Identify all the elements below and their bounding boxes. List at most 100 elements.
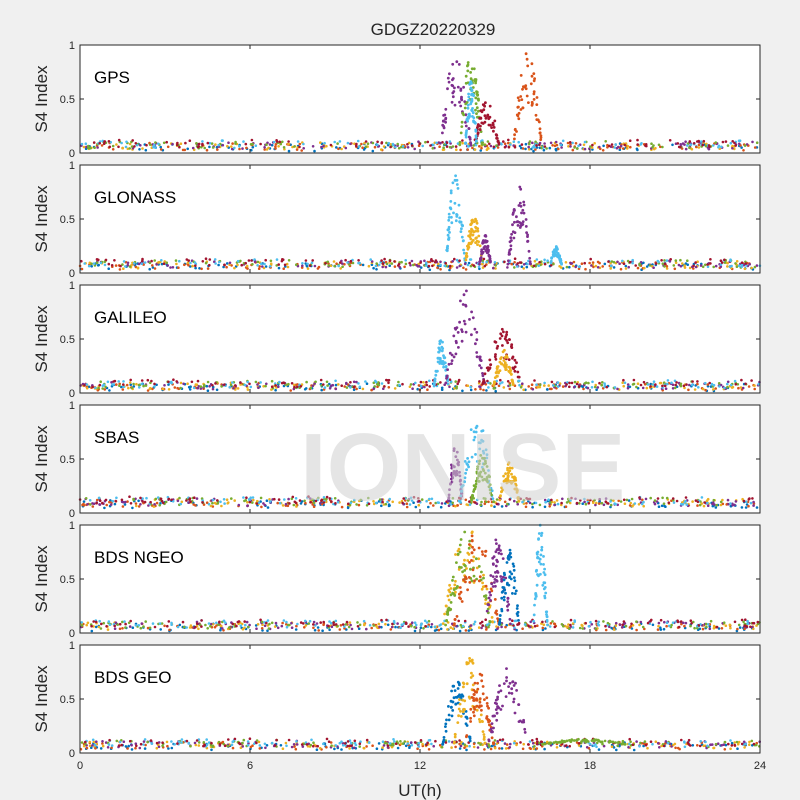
data-point [504, 625, 507, 629]
data-point [387, 381, 390, 385]
data-point [552, 254, 556, 257]
data-point [471, 545, 474, 549]
data-point [91, 505, 95, 508]
data-point [720, 145, 723, 149]
data-point [210, 748, 213, 752]
data-point [736, 747, 739, 750]
data-point [570, 262, 574, 265]
data-point [468, 235, 472, 239]
data-point [155, 746, 159, 750]
data-point [704, 263, 707, 267]
data-point [408, 503, 412, 506]
data-point [543, 142, 546, 145]
data-point [589, 145, 592, 148]
data-point [467, 113, 471, 116]
data-point [417, 384, 421, 387]
data-point [236, 259, 240, 263]
data-point [511, 366, 515, 370]
panel-label: GLONASS [94, 188, 176, 207]
data-point [507, 557, 511, 561]
data-point [325, 497, 328, 501]
data-point [124, 145, 128, 149]
data-point [124, 265, 127, 268]
data-point [469, 102, 473, 106]
data-point [485, 366, 489, 370]
data-point [534, 501, 538, 505]
data-point [441, 622, 445, 625]
data-point [449, 189, 453, 193]
data-point [432, 504, 435, 507]
data-point [458, 264, 462, 268]
data-point [435, 141, 438, 145]
data-point [550, 387, 553, 391]
data-point [492, 129, 495, 133]
data-point [196, 379, 200, 383]
data-point [483, 143, 487, 147]
data-point [469, 242, 473, 246]
data-point [472, 574, 476, 578]
data-point [515, 612, 519, 616]
data-point [80, 259, 83, 263]
data-point [752, 500, 755, 504]
data-point [468, 138, 472, 141]
data-point [276, 501, 280, 505]
data-point [485, 587, 489, 591]
data-point [120, 498, 124, 502]
data-point [275, 139, 278, 142]
data-point [471, 568, 475, 572]
data-point [208, 258, 212, 261]
data-point [527, 624, 530, 628]
data-point [245, 146, 248, 150]
data-point [406, 499, 410, 502]
data-point [670, 745, 673, 748]
data-point [171, 500, 175, 503]
data-point [428, 385, 432, 388]
data-point [139, 503, 142, 506]
data-point [496, 740, 500, 743]
data-point [512, 236, 516, 240]
data-point [302, 622, 305, 625]
data-point [486, 603, 490, 606]
data-point [657, 143, 661, 147]
data-point [519, 108, 523, 111]
data-point [455, 266, 459, 269]
data-point [461, 141, 464, 145]
data-point [300, 149, 304, 152]
data-point [529, 620, 532, 624]
data-point [134, 746, 137, 750]
data-point [378, 498, 382, 501]
data-point [151, 387, 154, 391]
data-point [438, 141, 442, 145]
data-point [672, 501, 676, 504]
data-point [277, 145, 280, 148]
data-point [487, 254, 491, 258]
y-tick-label: 0.5 [60, 94, 75, 106]
data-point [512, 586, 516, 590]
data-point [119, 264, 122, 268]
data-point [267, 627, 271, 630]
data-point [666, 379, 670, 382]
data-point [334, 387, 338, 391]
data-point [397, 146, 401, 150]
data-point [483, 264, 487, 268]
data-point [450, 215, 453, 219]
data-point [573, 619, 576, 622]
data-point [122, 267, 125, 271]
data-point [521, 220, 525, 224]
data-point [159, 145, 162, 149]
data-point [464, 135, 468, 139]
data-point [416, 747, 419, 750]
data-point [712, 746, 715, 750]
data-point [747, 498, 751, 501]
data-point [211, 146, 215, 149]
data-point [743, 627, 746, 630]
y-axis-label: S4 Index [32, 65, 51, 133]
data-point [134, 502, 138, 505]
data-point [122, 380, 125, 383]
data-point [325, 380, 329, 384]
data-point [459, 89, 463, 92]
data-point [475, 330, 479, 334]
data-point [549, 260, 553, 264]
data-point [434, 260, 437, 264]
